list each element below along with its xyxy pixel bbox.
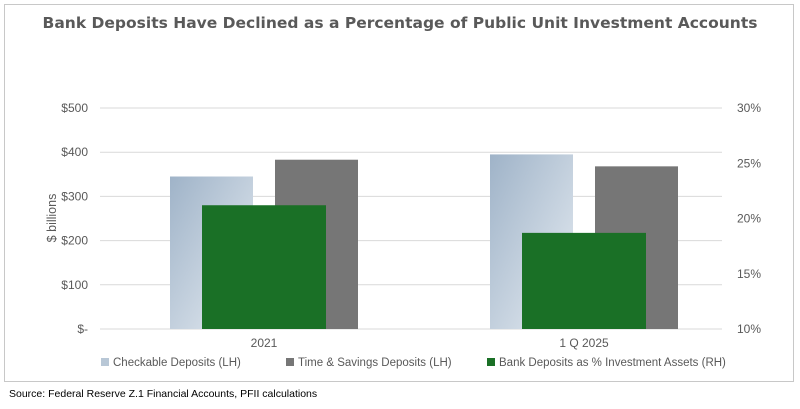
y2-tick-label: 10% xyxy=(737,322,761,336)
y-tick-label: $300 xyxy=(61,189,88,203)
y-tick-label: $- xyxy=(77,322,88,336)
bar-bank-deposits-pct xyxy=(522,232,646,329)
source-note: Source: Federal Reserve Z.1 Financial Ac… xyxy=(9,388,318,400)
bars xyxy=(170,154,678,329)
y2-tick-label: 30% xyxy=(737,101,761,115)
legend-swatch xyxy=(101,358,109,366)
legend-swatch xyxy=(487,358,495,366)
y-tick-label: $400 xyxy=(61,145,88,159)
y-tick-label: $500 xyxy=(61,101,88,115)
y-axis-label: $ billions xyxy=(45,194,59,243)
x-tick-label: 1 Q 2025 xyxy=(559,336,609,350)
axis-ticks: $- $100 $200 $300 $400 $500 10% 15% 20% 25% 30% 202… xyxy=(61,101,761,350)
legend-label: Time & Savings Deposits (LH) xyxy=(298,357,452,369)
bar-bank-deposits-pct xyxy=(202,205,326,329)
y2-tick-label: 15% xyxy=(737,267,761,281)
chart-title: Bank Deposits Have Declined as a Percent… xyxy=(42,14,758,32)
x-tick-label: 2021 xyxy=(251,336,278,350)
legend: Checkable Deposits (LH) Time & Savings De… xyxy=(101,357,726,369)
legend-swatch xyxy=(286,358,294,366)
legend-label: Bank Deposits as % Investment Assets (RH… xyxy=(499,357,726,369)
y2-tick-label: 20% xyxy=(737,212,761,226)
legend-label: Checkable Deposits (LH) xyxy=(113,357,241,369)
y-tick-label: $100 xyxy=(61,278,88,292)
y2-tick-label: 25% xyxy=(737,156,761,170)
y-tick-label: $200 xyxy=(61,234,88,248)
